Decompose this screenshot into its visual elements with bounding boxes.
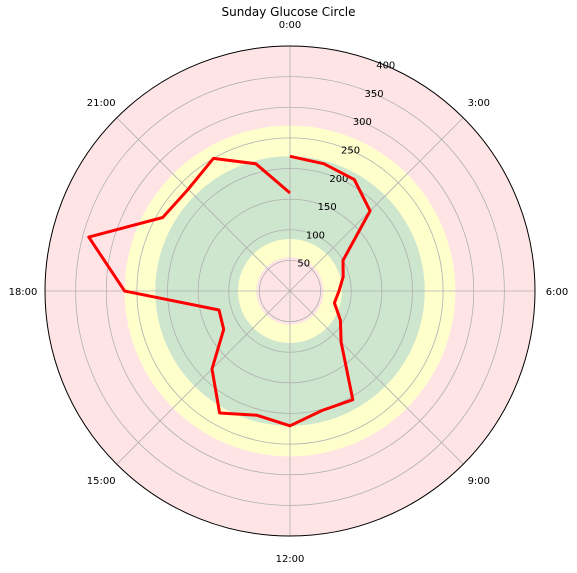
angle-tick-label: 6:00 <box>546 287 568 298</box>
angle-tick-label: 15:00 <box>87 476 116 487</box>
glucose-series-line <box>87 154 372 428</box>
grid-spoke <box>116 290 291 465</box>
angle-tick-label: 18:00 <box>9 287 38 298</box>
polar-frame <box>44 45 536 537</box>
chart-title: Sunday Glucose Circle <box>221 5 356 19</box>
angle-tick-label: 0:00 <box>279 20 301 31</box>
radial-tick-label: 150 <box>318 202 337 213</box>
angle-tick-label: 12:00 <box>276 554 305 565</box>
grid-spoke <box>289 290 464 465</box>
radial-tick-label: 100 <box>306 230 325 241</box>
grid-spoke <box>289 117 464 292</box>
angle-tick-label: 9:00 <box>468 476 490 487</box>
radial-tick-label: 350 <box>364 89 383 100</box>
grid-spoke <box>116 117 291 292</box>
radial-tick-label: 300 <box>353 117 372 128</box>
radial-tick-label: 200 <box>329 174 348 185</box>
radial-tick-label: 400 <box>376 61 395 72</box>
angle-tick-label: 21:00 <box>87 98 116 109</box>
radial-tick-label: 50 <box>297 259 310 270</box>
angle-tick-label: 3:00 <box>468 98 490 109</box>
radial-tick-label: 250 <box>341 146 360 157</box>
